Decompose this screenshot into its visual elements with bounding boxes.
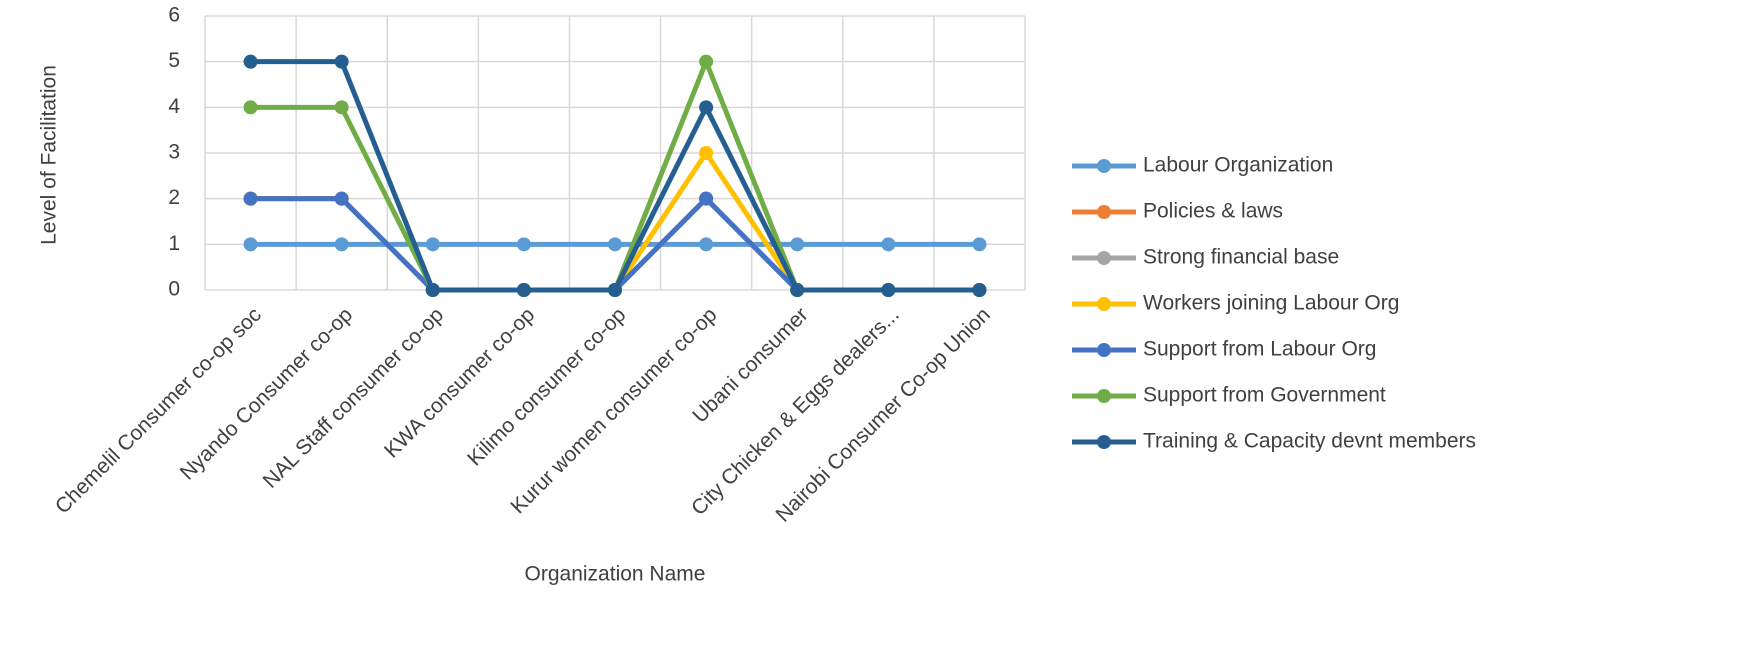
y-tick-label: 4 [168, 95, 180, 118]
legend-label: Training & Capacity devnt members [1143, 430, 1476, 453]
series-line [250, 150, 980, 293]
data-point [699, 100, 714, 115]
data-point [243, 100, 258, 115]
legend-marker [1097, 389, 1111, 403]
y-tick-label: 3 [168, 141, 180, 164]
x-tick-label: Nyando Consumer co-op [176, 303, 357, 484]
x-axis-title: Organization Name [525, 563, 706, 586]
legend-marker [1097, 297, 1111, 311]
legend-marker [1097, 205, 1111, 219]
data-point [243, 191, 258, 206]
y-tick-label: 0 [168, 278, 180, 301]
data-point [699, 146, 714, 160]
data-point [972, 237, 987, 252]
data-point [790, 237, 805, 252]
legend-label: Workers joining Labour Org [1143, 292, 1399, 315]
y-tick-label: 6 [168, 4, 180, 27]
data-point [425, 237, 440, 252]
legend-marker [1097, 343, 1111, 357]
data-point [243, 237, 258, 252]
data-point [881, 237, 896, 252]
series-line [250, 59, 980, 293]
legend-marker [1097, 159, 1111, 173]
data-point [699, 191, 714, 206]
data-point [425, 283, 440, 297]
legend-label: Policies & laws [1143, 200, 1283, 223]
y-axis-title: Level of Facilitation [38, 65, 61, 245]
data-point [516, 283, 531, 297]
y-tick-label: 2 [168, 186, 180, 209]
x-tick-label: KWA consumer co-op [380, 303, 539, 462]
data-point [699, 54, 714, 69]
data-point [972, 283, 987, 297]
legend-label: Strong financial base [1143, 246, 1339, 269]
data-point [608, 283, 622, 297]
legend-marker [1097, 435, 1111, 449]
data-point [334, 100, 349, 115]
data-point [334, 191, 349, 206]
data-point [699, 237, 714, 252]
data-point [881, 283, 896, 297]
data-point [608, 237, 622, 252]
series-line [250, 59, 980, 293]
data-point [334, 237, 349, 252]
data-point [334, 54, 349, 69]
legend-marker [1097, 251, 1111, 265]
x-tick-label: NAL Staff consumer co-op [259, 303, 449, 493]
legend-label: Support from Government [1143, 384, 1386, 407]
data-point [243, 54, 258, 69]
data-point [516, 237, 531, 252]
legend-label: Labour Organization [1143, 154, 1333, 177]
data-point [790, 283, 805, 297]
x-tick-label: Kilimo consumer co-op [463, 303, 630, 470]
y-tick-label: 5 [168, 49, 180, 72]
legend-label: Support from Labour Org [1143, 338, 1376, 361]
y-tick-label: 1 [168, 232, 180, 255]
